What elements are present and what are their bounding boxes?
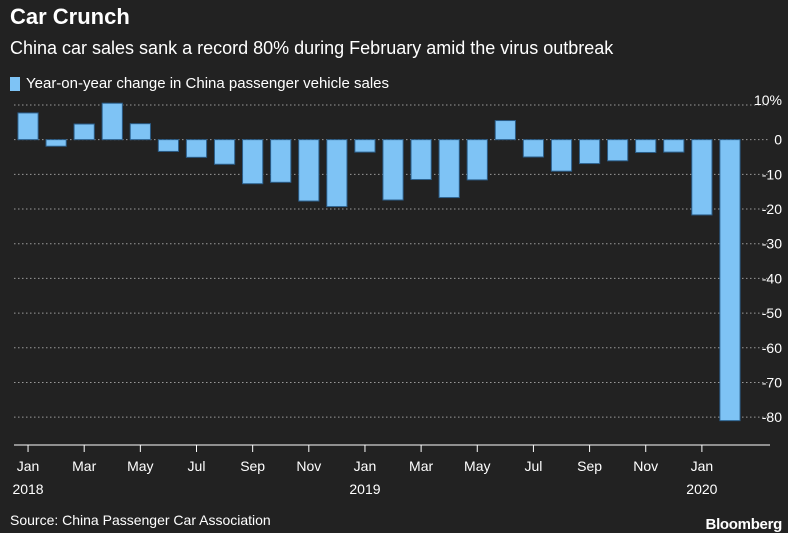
bar <box>213 139 236 165</box>
bar <box>185 139 208 158</box>
y-axis: 10% 0 -10 -20 -30 -40 -50 -60 -70 -80 <box>754 92 782 425</box>
bar <box>326 139 348 208</box>
bar <box>17 112 39 141</box>
x-year-label: 2020 <box>686 481 717 497</box>
bloomberg-logo: Bloomberg <box>705 516 783 533</box>
y-tick-label: -70 <box>762 374 782 390</box>
bar <box>635 139 657 153</box>
x-tick-label: Nov <box>296 458 321 474</box>
bar <box>157 139 180 152</box>
bar <box>354 139 376 153</box>
y-tick-label: 10% <box>754 92 782 108</box>
bar <box>242 139 264 185</box>
x-year-label: 2019 <box>349 481 380 497</box>
y-tick-label: 0 <box>774 132 782 148</box>
chart-title: Car Crunch <box>10 4 130 29</box>
chart-subtitle: China car sales sank a record 80% during… <box>10 38 614 58</box>
bar-layer <box>17 102 741 422</box>
source-note: Source: China Passenger Car Association <box>10 512 271 528</box>
x-tick-label: Jan <box>691 458 714 474</box>
x-tick-label: Sep <box>240 458 265 474</box>
bar <box>101 102 123 141</box>
y-tick-label: -30 <box>762 236 782 252</box>
bar <box>466 139 488 181</box>
bar <box>270 139 292 183</box>
x-tick-label: Jul <box>188 458 206 474</box>
x-tick-label: Mar <box>409 458 433 474</box>
bar <box>494 120 516 141</box>
x-tick-label: May <box>464 458 490 474</box>
x-tick-label: Nov <box>633 458 658 474</box>
bar <box>578 139 601 165</box>
bar <box>691 139 713 216</box>
y-tick-label: -50 <box>762 305 782 321</box>
x-tick-label: May <box>127 458 153 474</box>
bar <box>663 139 685 153</box>
bar <box>298 139 320 202</box>
y-tick-label: -80 <box>762 409 782 425</box>
y-tick-label: -10 <box>762 166 782 182</box>
x-axis: Jan 2018 Mar May Jul Sep Nov Jan 2019 Mar May Jul Se… <box>12 444 770 497</box>
y-tick-label: -40 <box>762 270 782 286</box>
legend-swatch <box>10 76 20 91</box>
bar <box>438 139 460 199</box>
bar <box>522 139 545 158</box>
bar <box>129 123 151 141</box>
x-tick-label: Sep <box>577 458 602 474</box>
x-tick-label: Mar <box>72 458 96 474</box>
bar <box>550 139 573 172</box>
bar <box>73 123 95 141</box>
x-year-label: 2018 <box>12 481 43 497</box>
legend-label: Year-on-year change in China passenger v… <box>26 75 390 92</box>
y-tick-label: -60 <box>762 340 782 356</box>
y-tick-label: -20 <box>762 201 782 217</box>
x-tick-label: Jan <box>17 458 40 474</box>
x-tick-label: Jul <box>524 458 542 474</box>
bar <box>607 139 629 162</box>
bar <box>45 139 67 147</box>
legend: Year-on-year change in China passenger v… <box>10 75 389 92</box>
bar <box>410 139 432 181</box>
bar <box>382 139 404 201</box>
bar <box>719 139 741 422</box>
x-tick-label: Jan <box>354 458 377 474</box>
